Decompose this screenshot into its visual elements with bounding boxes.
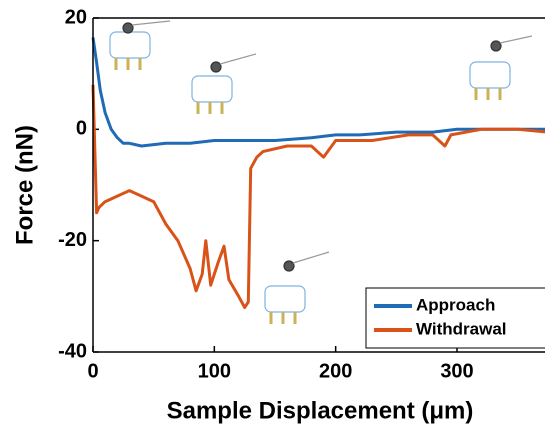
tip-icons xyxy=(109,20,533,324)
legend-label: Withdrawal xyxy=(416,319,507,338)
series-line xyxy=(91,37,545,148)
legend-box xyxy=(365,287,545,349)
y-tick-label: -40 xyxy=(58,340,87,362)
x-axis-label: Sample Displacement (μm) xyxy=(167,397,474,424)
legend-label: Approach xyxy=(416,295,495,314)
series-line xyxy=(91,84,545,309)
x-tick-label: 0 xyxy=(87,360,98,382)
legend: Approach Withdrawal xyxy=(365,287,545,349)
y-axis-label: Force (nN) xyxy=(11,125,38,245)
x-tick-label: 200 xyxy=(319,360,352,382)
x-tick-label: 100 xyxy=(198,360,231,382)
y-tick-label: 20 xyxy=(65,6,87,28)
x-tick-label: 300 xyxy=(440,360,473,382)
y-tick-label: -20 xyxy=(58,229,87,251)
y-tick-label: 0 xyxy=(76,118,87,140)
